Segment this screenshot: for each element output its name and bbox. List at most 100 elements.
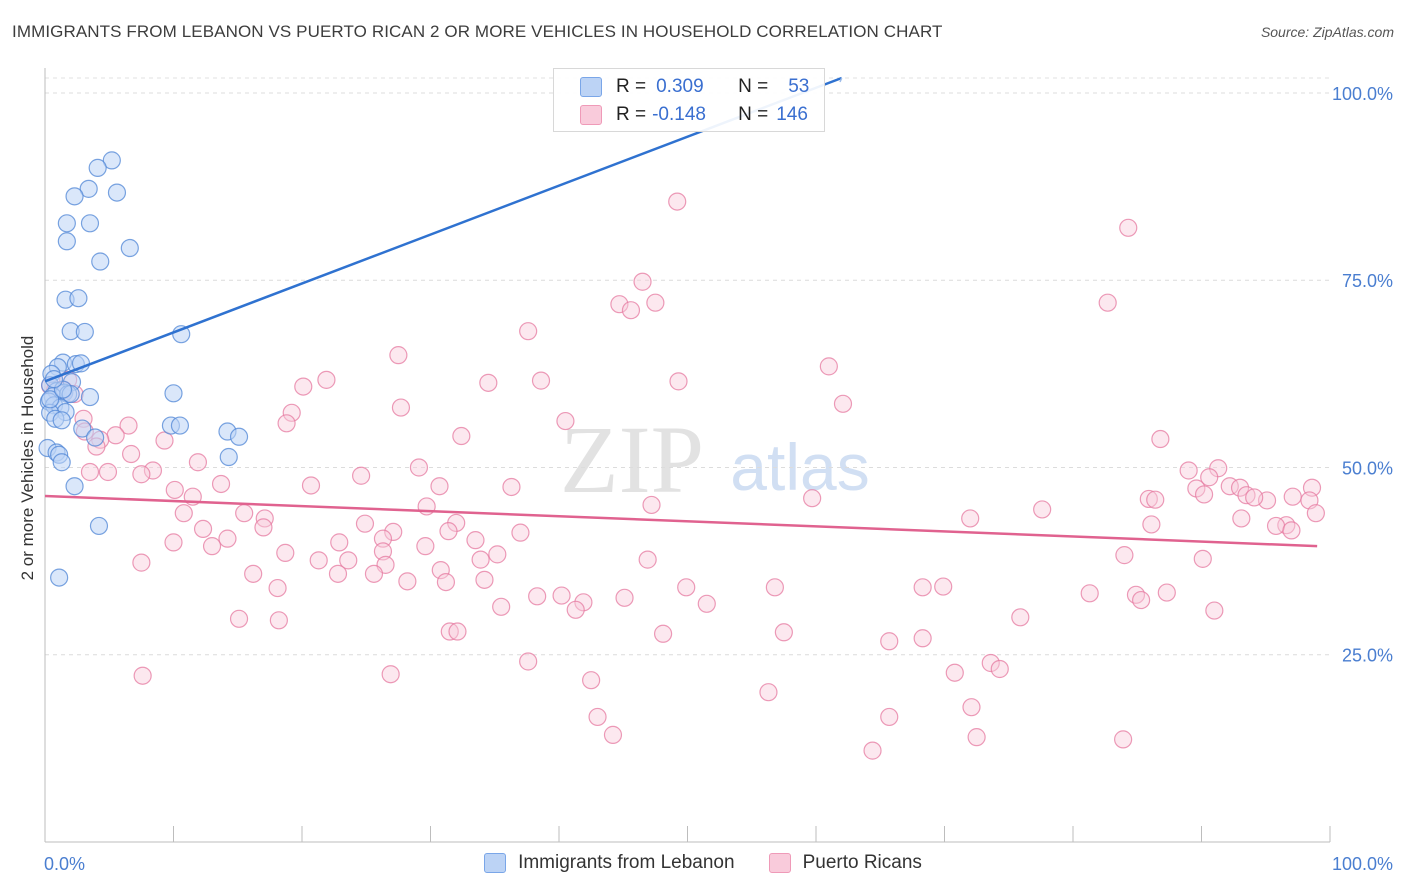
data-point-puerto-rican (519, 322, 538, 341)
stats-row-lebanon: R = 0.309 N = 53 (554, 73, 809, 101)
stats-n-label: N = (738, 104, 769, 125)
data-point-lebanon (107, 183, 127, 202)
data-point-puerto-rican (373, 529, 393, 548)
data-point-lebanon (86, 428, 105, 447)
data-point-puerto-rican (1142, 515, 1161, 534)
data-point-puerto-rican (1011, 608, 1030, 627)
x-tick-label: 100.0% (1332, 854, 1393, 874)
data-point-puerto-rican (106, 426, 125, 445)
data-point-puerto-rican (309, 551, 328, 570)
data-point-puerto-rican (1282, 521, 1301, 540)
data-point-puerto-rican (913, 629, 932, 648)
data-point-puerto-rican (759, 683, 778, 702)
data-point-lebanon (73, 419, 92, 438)
data-point-puerto-rican (439, 522, 458, 541)
data-point-puerto-rican (277, 414, 296, 433)
data-point-puerto-rican (98, 462, 118, 482)
stats-swatch-puerto-ricans (580, 105, 602, 125)
data-point-lebanon (41, 390, 60, 409)
data-point-puerto-rican (669, 372, 688, 391)
data-point-puerto-rican (934, 577, 953, 596)
data-point-lebanon (219, 447, 238, 467)
trend-line-lebanon-extension (839, 77, 843, 83)
data-point-puerto-rican (880, 632, 899, 651)
grid-lines (45, 77, 1330, 656)
data-point-puerto-rican (588, 707, 607, 727)
data-point-puerto-rican (1193, 549, 1212, 568)
y-tick-label: 50.0% (1342, 458, 1393, 478)
data-point-lebanon (57, 214, 76, 233)
data-point-puerto-rican (398, 572, 417, 591)
data-point-puerto-rican (384, 522, 403, 542)
data-point-puerto-rican (1114, 730, 1133, 749)
legend: Immigrants from Lebanon Puerto Ricans (0, 852, 1406, 874)
correlation-stats-box: R = 0.309 N = 53 R = -0.148 N = 146 (553, 68, 825, 132)
data-point-puerto-rican (880, 707, 899, 727)
legend-label-puerto-ricans: Puerto Ricans (802, 852, 922, 873)
data-point-puerto-rican (642, 495, 661, 515)
data-point-puerto-rican (552, 586, 571, 605)
data-point-puerto-rican (1098, 293, 1117, 312)
data-point-puerto-rican (1245, 488, 1264, 507)
legend-item-lebanon[interactable]: Immigrants from Lebanon (484, 852, 735, 874)
data-point-puerto-rican (646, 293, 665, 312)
data-point-puerto-rican (373, 542, 393, 561)
legend-item-puerto-ricans[interactable]: Puerto Ricans (768, 852, 922, 874)
data-point-puerto-rican (132, 553, 151, 572)
data-point-puerto-rican (254, 518, 273, 537)
data-point-puerto-rican (391, 398, 411, 417)
data-point-puerto-rican (610, 295, 629, 314)
data-point-puerto-rican (492, 597, 511, 616)
data-point-puerto-rican (488, 545, 507, 564)
data-point-puerto-rican (697, 594, 716, 613)
data-point-puerto-rican (330, 533, 349, 552)
data-point-puerto-rican (355, 514, 375, 533)
data-point-puerto-rican (962, 698, 981, 717)
stats-n-value: 146 (776, 104, 808, 125)
data-point-puerto-rican (436, 572, 456, 592)
data-point-puerto-rican (1266, 516, 1286, 536)
data-point-lebanon (89, 516, 109, 536)
stats-r-value: 0.309 (656, 76, 704, 97)
data-point-puerto-rican (1230, 478, 1250, 497)
data-point-puerto-rican (448, 622, 467, 641)
data-point-puerto-rican (1283, 487, 1302, 506)
data-point-lebanon (65, 187, 84, 206)
data-point-lebanon (120, 238, 139, 258)
data-point-puerto-rican (1306, 504, 1325, 523)
data-point-puerto-rican (961, 509, 980, 528)
data-point-puerto-rican (621, 301, 641, 320)
legend-swatch-lebanon (484, 853, 507, 873)
data-point-puerto-rican (409, 458, 429, 477)
data-point-puerto-rican (774, 623, 793, 642)
chart-title: IMMIGRANTS FROM LEBANON VS PUERTO RICAN … (12, 22, 943, 41)
data-point-puerto-rican (132, 465, 151, 484)
data-point-lebanon (102, 151, 121, 170)
tick-labels: 25.0% 50.0% 75.0% 100.0% 0.0% 100.0% (44, 84, 1393, 874)
data-point-puerto-rican (202, 537, 222, 556)
data-point-lebanon (65, 477, 84, 496)
data-point-lebanon (79, 179, 98, 198)
data-point-puerto-rican (502, 477, 521, 497)
data-point-puerto-rican (981, 653, 1000, 673)
data-point-puerto-rican (1151, 429, 1170, 449)
data-point-puerto-rican (1080, 584, 1099, 603)
stats-r-label: R = (616, 104, 647, 125)
data-point-puerto-rican (352, 466, 371, 485)
data-point-puerto-rican (638, 550, 657, 569)
data-point-puerto-rican (416, 537, 435, 556)
data-point-puerto-rican (633, 272, 652, 291)
data-point-puerto-rican (668, 192, 687, 211)
data-point-puerto-rican (430, 477, 449, 496)
x-tick-label: 0.0% (44, 854, 85, 874)
data-point-puerto-rican (819, 357, 838, 376)
stats-n-label: N = (738, 76, 769, 97)
data-point-puerto-rican (364, 564, 384, 583)
data-point-puerto-rican (653, 624, 673, 643)
data-point-puerto-rican (294, 377, 313, 396)
data-point-puerto-rican (566, 600, 585, 619)
data-point-puerto-rican (531, 371, 551, 390)
stats-r-label: R = (616, 76, 647, 97)
series-immigrants-from-lebanon (38, 151, 249, 587)
